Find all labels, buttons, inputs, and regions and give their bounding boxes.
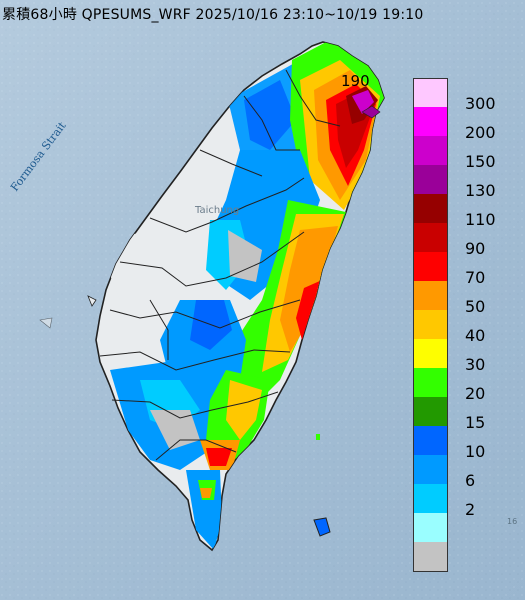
legend-label: 150 (465, 152, 496, 171)
legend-swatch (413, 281, 448, 311)
legend-label: 110 (465, 210, 496, 229)
legend-swatch (413, 513, 448, 543)
legend-label: 200 (465, 123, 496, 142)
legend-label: 90 (465, 239, 486, 258)
legend-label: 70 (465, 268, 486, 287)
legend-swatch (413, 368, 448, 398)
legend-swatch (413, 339, 448, 369)
legend-label: 50 (465, 297, 486, 316)
map-title: 累積68小時 QPESUMS_WRF 2025/10/16 23:10~10/1… (2, 7, 424, 23)
rainfall-legend: 300 200 150 130 110 90 70 50 40 30 20 15 10 6 2 (413, 78, 518, 572)
legend-label: 6 (465, 471, 476, 490)
legend-swatch (413, 310, 448, 340)
legend-label: 10 (465, 442, 486, 461)
legend-swatch (413, 252, 448, 282)
legend-swatch (413, 484, 448, 514)
legend-label: 30 (465, 355, 486, 374)
legend-swatch (413, 223, 448, 253)
edge-label: 16 (507, 517, 518, 526)
legend-swatch (413, 194, 448, 224)
legend-label: 2 (465, 500, 476, 519)
legend-swatch (413, 165, 448, 195)
legend-swatch (413, 426, 448, 456)
legend-label: 130 (465, 181, 496, 200)
city-label: Taichung (195, 205, 240, 216)
legend-label: 300 (465, 94, 496, 113)
legend-label: 15 (465, 413, 486, 432)
legend-swatch (413, 397, 448, 427)
legend-label: 20 (465, 384, 486, 403)
legend-swatch (413, 107, 448, 137)
legend-label: 40 (465, 326, 486, 345)
legend-swatch (413, 542, 448, 572)
legend-swatch (413, 136, 448, 166)
legend-swatch (413, 78, 448, 108)
max-rainfall-marker: 190 (341, 72, 370, 90)
legend-swatch (413, 455, 448, 485)
